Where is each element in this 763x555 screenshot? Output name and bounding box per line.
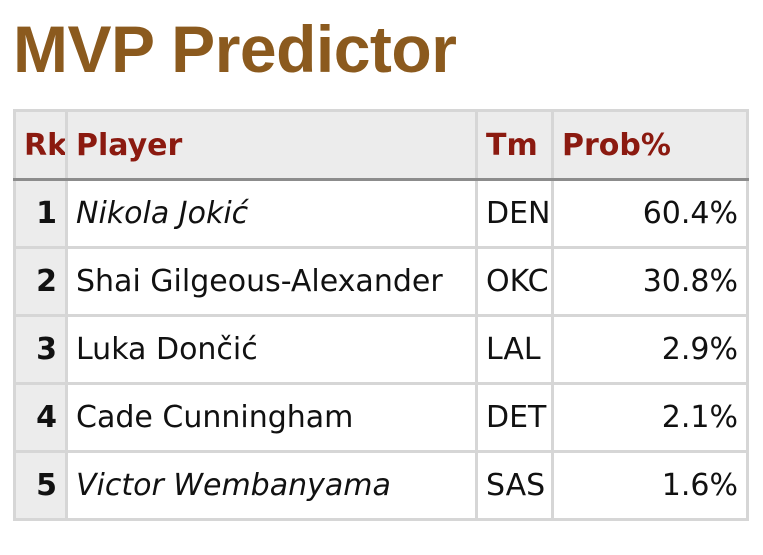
rank-cell: 2 bbox=[13, 246, 68, 317]
page-title: MVP Predictor bbox=[13, 12, 457, 86]
player-cell: Luka Dončić bbox=[65, 314, 478, 385]
rank-cell: 5 bbox=[13, 450, 68, 521]
team-cell: DET bbox=[475, 382, 554, 453]
prob-cell: 60.4% bbox=[551, 178, 749, 249]
table-row: 2 Shai Gilgeous-Alexander OKC 30.8% bbox=[13, 246, 749, 317]
prob-cell: 1.6% bbox=[551, 450, 749, 521]
table-header-row: Rk Player Tm Prob% bbox=[13, 109, 749, 181]
team-cell: SAS bbox=[475, 450, 554, 521]
header-prob[interactable]: Prob% bbox=[551, 109, 749, 181]
table-row: 4 Cade Cunningham DET 2.1% bbox=[13, 382, 749, 453]
prob-cell: 30.8% bbox=[551, 246, 749, 317]
prob-cell: 2.1% bbox=[551, 382, 749, 453]
header-rank[interactable]: Rk bbox=[13, 109, 68, 181]
table-row: 3 Luka Dončić LAL 2.9% bbox=[13, 314, 749, 385]
table-row: 1 Nikola Jokić DEN 60.4% bbox=[13, 178, 749, 249]
team-cell: DEN bbox=[475, 178, 554, 249]
player-cell: Shai Gilgeous-Alexander bbox=[65, 246, 478, 317]
rank-cell: 3 bbox=[13, 314, 68, 385]
prob-cell: 2.9% bbox=[551, 314, 749, 385]
mvp-table: Rk Player Tm Prob% 1 Nikola Jokić DEN 60… bbox=[13, 109, 749, 521]
team-cell: LAL bbox=[475, 314, 554, 385]
player-cell: Cade Cunningham bbox=[65, 382, 478, 453]
header-player[interactable]: Player bbox=[65, 109, 478, 181]
header-team[interactable]: Tm bbox=[475, 109, 554, 181]
team-cell: OKC bbox=[475, 246, 554, 317]
rank-cell: 4 bbox=[13, 382, 68, 453]
rank-cell: 1 bbox=[13, 178, 68, 249]
player-cell: Victor Wembanyama bbox=[65, 450, 478, 521]
table-row: 5 Victor Wembanyama SAS 1.6% bbox=[13, 450, 749, 521]
player-cell: Nikola Jokić bbox=[65, 178, 478, 249]
